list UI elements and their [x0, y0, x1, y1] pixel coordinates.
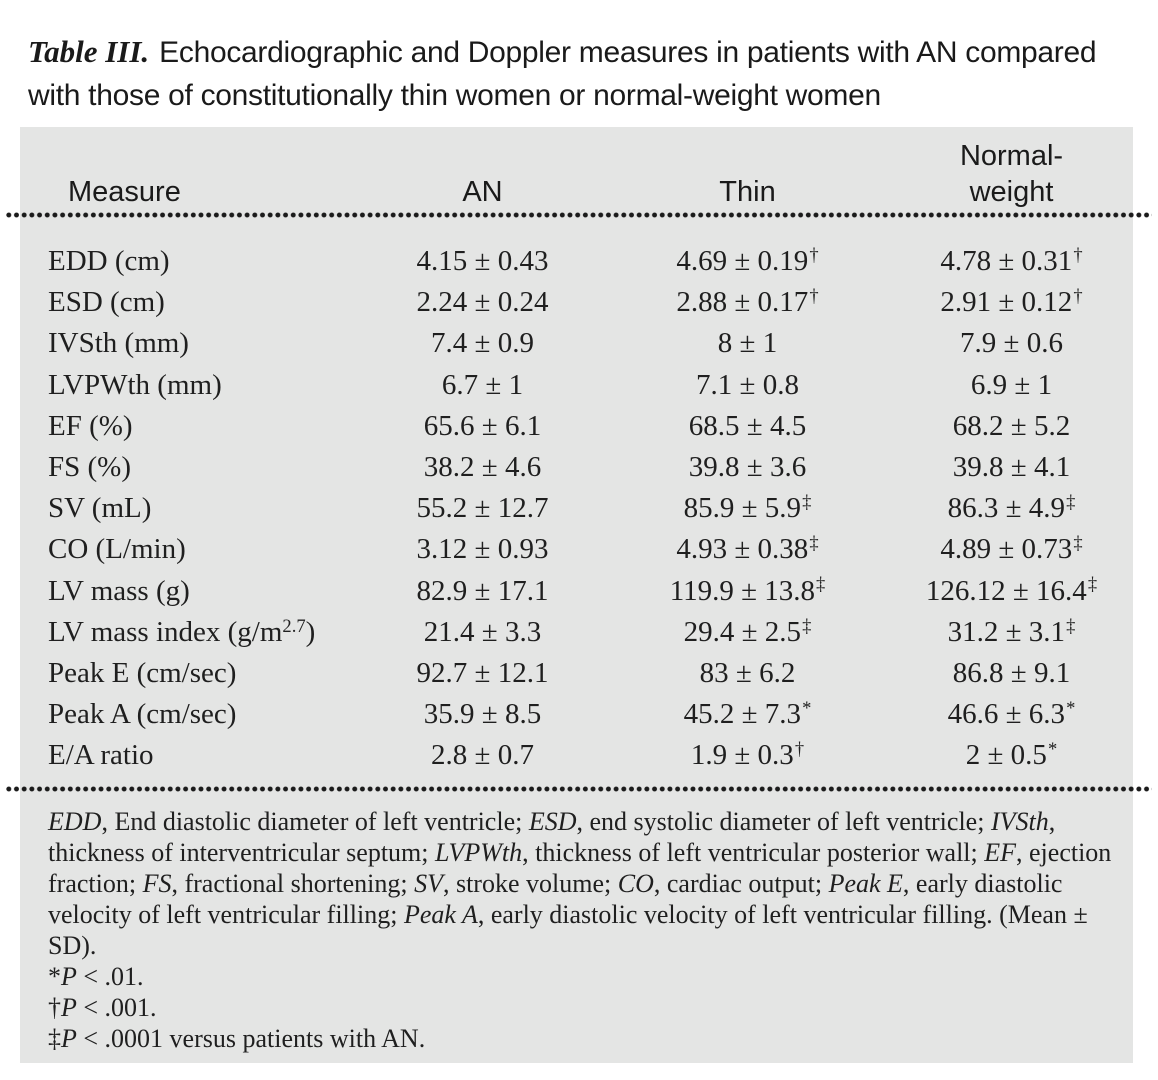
normal-weight-value-cell: 126.12 ± 16.4‡ [925, 574, 1098, 607]
measure-cell: LVPWth (mm) [48, 368, 222, 401]
table-number-label: Table III. [28, 34, 150, 69]
column-header-an: AN [462, 176, 503, 208]
normal-weight-value-cell: 31.2 ± 3.1‡ [947, 615, 1076, 648]
thin-value-cell: 39.8 ± 3.6 [688, 451, 807, 484]
an-value-cell: 21.4 ± 3.3 [423, 615, 542, 648]
normal-weight-value-cell: 6.9 ± 1 [970, 368, 1053, 401]
normal-weight-value-cell: 68.2 ± 5.2 [952, 409, 1071, 442]
an-value-cell: 38.2 ± 4.6 [423, 451, 542, 484]
an-value-cell: 65.6 ± 6.1 [423, 409, 542, 442]
table-header-row: Measure AN Thin Normal-weight [20, 132, 1133, 210]
an-value-cell: 7.4 ± 0.9 [431, 327, 534, 360]
column-header-measure: Measure [68, 176, 181, 208]
title-line-1: Table III. Echocardiographic and Doppler … [28, 30, 1156, 74]
an-value-cell: 3.12 ± 0.93 [416, 533, 549, 566]
measure-cell: LV mass index (g/m2.7) [48, 615, 316, 648]
measure-cell: IVSth (mm) [48, 327, 189, 360]
normal-weight-value-cell: 4.78 ± 0.31† [940, 244, 1083, 278]
significance-notes: *P < .01. †P < .001. ‡P < .0001 versus pat… [48, 961, 1116, 1054]
measure-cell: EF (%) [48, 409, 133, 442]
thin-value-cell: 8 ± 1 [717, 327, 778, 360]
table-title: Table III. Echocardiographic and Doppler … [28, 30, 1156, 117]
header-divider-dotted-rule [6, 212, 1152, 218]
column-header-normal-weight-text: Normal-weight [959, 140, 1064, 208]
p-value-note: ‡P < .0001 versus patients with AN. [48, 1024, 426, 1053]
measure-cell: E/A ratio [48, 739, 154, 772]
title-text-line2: with those of constitutionally thin wome… [28, 79, 881, 112]
table-body: EDD (cm) 4.15 ± 0.43 4.69 ± 0.19† 4.78 ± 0.… [20, 241, 1133, 776]
an-value-cell: 82.9 ± 17.1 [416, 574, 549, 607]
normal-weight-value-cell: 86.3 ± 4.9‡ [947, 491, 1076, 525]
thin-value-cell: 7.1 ± 0.8 [696, 368, 799, 401]
column-header-thin: Thin [719, 176, 776, 208]
measure-cell: ESD (cm) [48, 286, 165, 319]
measure-cell: Peak A (cm/sec) [48, 698, 237, 731]
normal-weight-value-cell: 86.8 ± 9.1 [952, 656, 1071, 689]
measure-cell: FS (%) [48, 451, 131, 484]
an-value-cell: 35.9 ± 8.5 [423, 698, 542, 731]
an-value-cell: 4.15 ± 0.43 [416, 245, 549, 278]
thin-value-cell: 1.9 ± 0.3† [690, 739, 805, 772]
thin-value-cell: 4.69 ± 0.19† [676, 244, 819, 278]
thin-value-cell: 85.9 ± 5.9‡ [683, 491, 812, 525]
abbreviation-note: EDD, End diastolic diameter of left vent… [48, 807, 1112, 960]
normal-weight-value-cell: 7.9 ± 0.6 [960, 327, 1063, 360]
thin-value-cell: 4.93 ± 0.38‡ [676, 533, 819, 566]
an-value-cell: 55.2 ± 12.7 [416, 492, 549, 525]
an-value-cell: 92.7 ± 12.1 [416, 656, 549, 689]
measure-cell: LV mass (g) [48, 574, 190, 607]
thin-value-cell: 119.9 ± 13.8‡ [669, 574, 826, 607]
thin-value-cell: 2.88 ± 0.17† [676, 286, 819, 319]
measure-cell: SV (mL) [48, 492, 152, 525]
footnotes: EDD, End diastolic diameter of left vent… [48, 806, 1116, 1054]
thin-value-cell: 83 ± 6.2 [699, 656, 796, 689]
column-header-normal-weight: Normal-weight [890, 138, 1133, 210]
measure-cell: Peak E (cm/sec) [48, 656, 237, 689]
normal-weight-value-cell: 2.91 ± 0.12† [940, 286, 1083, 319]
p-value-note: *P < .01. [48, 962, 144, 991]
normal-weight-value-cell: 39.8 ± 4.1 [952, 451, 1071, 484]
measure-cell: CO (L/min) [48, 533, 186, 566]
an-value-cell: 6.7 ± 1 [441, 368, 524, 401]
footer-divider-dotted-rule [6, 786, 1152, 792]
normal-weight-value-cell: 2 ± 0.5* [965, 739, 1058, 772]
title-line-2: with those of constitutionally thin wome… [28, 74, 1156, 117]
thin-value-cell: 29.4 ± 2.5‡ [683, 615, 812, 648]
title-text-line1: Echocardiographic and Doppler measures i… [159, 36, 1097, 69]
an-value-cell: 2.8 ± 0.7 [431, 739, 534, 772]
thin-value-cell: 68.5 ± 4.5 [688, 409, 807, 442]
thin-value-cell: 45.2 ± 7.3* [683, 697, 812, 731]
normal-weight-value-cell: 4.89 ± 0.73‡ [940, 533, 1083, 566]
an-value-cell: 2.24 ± 0.24 [416, 286, 549, 319]
table-panel [20, 127, 1133, 1063]
p-value-note: †P < .001. [48, 993, 157, 1022]
measure-cell: EDD (cm) [48, 245, 170, 278]
normal-weight-value-cell: 46.6 ± 6.3* [947, 697, 1076, 731]
